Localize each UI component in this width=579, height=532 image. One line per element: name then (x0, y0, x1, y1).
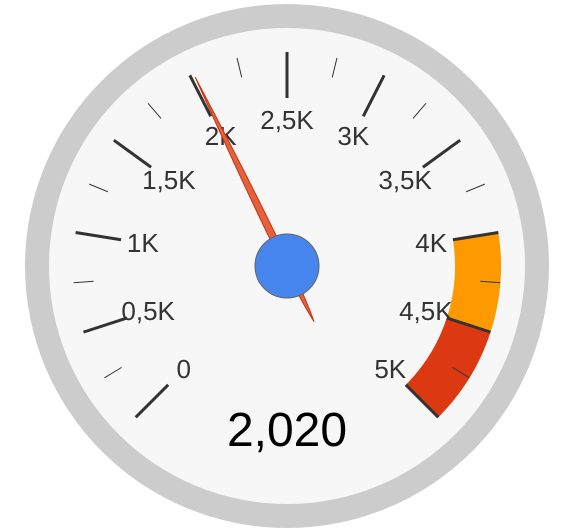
tick-label: 0 (177, 354, 191, 384)
tick-label: 0,5K (121, 296, 175, 326)
tick-label: 4K (415, 228, 447, 258)
major-tick (422, 139, 462, 169)
major-tick (134, 383, 170, 419)
minor-tick (73, 280, 94, 284)
minor-tick (480, 280, 501, 284)
major-tick (83, 316, 128, 334)
tick-label: 1,5K (142, 165, 196, 195)
tick-label: 2,5K (260, 105, 314, 135)
minor-tick (331, 57, 338, 78)
tick-label: 1K (127, 228, 159, 258)
major-tick (361, 74, 386, 117)
major-tick (75, 231, 122, 242)
yellow-band (446, 232, 501, 333)
tick-label: 5K (374, 354, 406, 384)
major-tick (112, 139, 152, 169)
minor-tick (89, 183, 108, 193)
tick-label: 3K (337, 121, 369, 151)
minor-tick (104, 366, 122, 379)
minor-tick (236, 57, 243, 78)
minor-tick (147, 102, 162, 119)
major-tick (446, 316, 491, 334)
tick-label: 3,5K (378, 165, 432, 195)
major-tick (404, 383, 440, 419)
gauge-ticks (73, 52, 501, 419)
tick-label: 4,5K (399, 296, 453, 326)
gauge-value-label: 2,020 (227, 404, 347, 457)
major-tick (452, 231, 499, 242)
gauge-bands (405, 232, 501, 418)
gauge-hub (254, 233, 320, 299)
red-band (405, 317, 491, 418)
minor-tick (452, 366, 470, 379)
minor-tick (412, 102, 427, 119)
minor-tick (466, 183, 485, 193)
major-tick (188, 74, 213, 117)
